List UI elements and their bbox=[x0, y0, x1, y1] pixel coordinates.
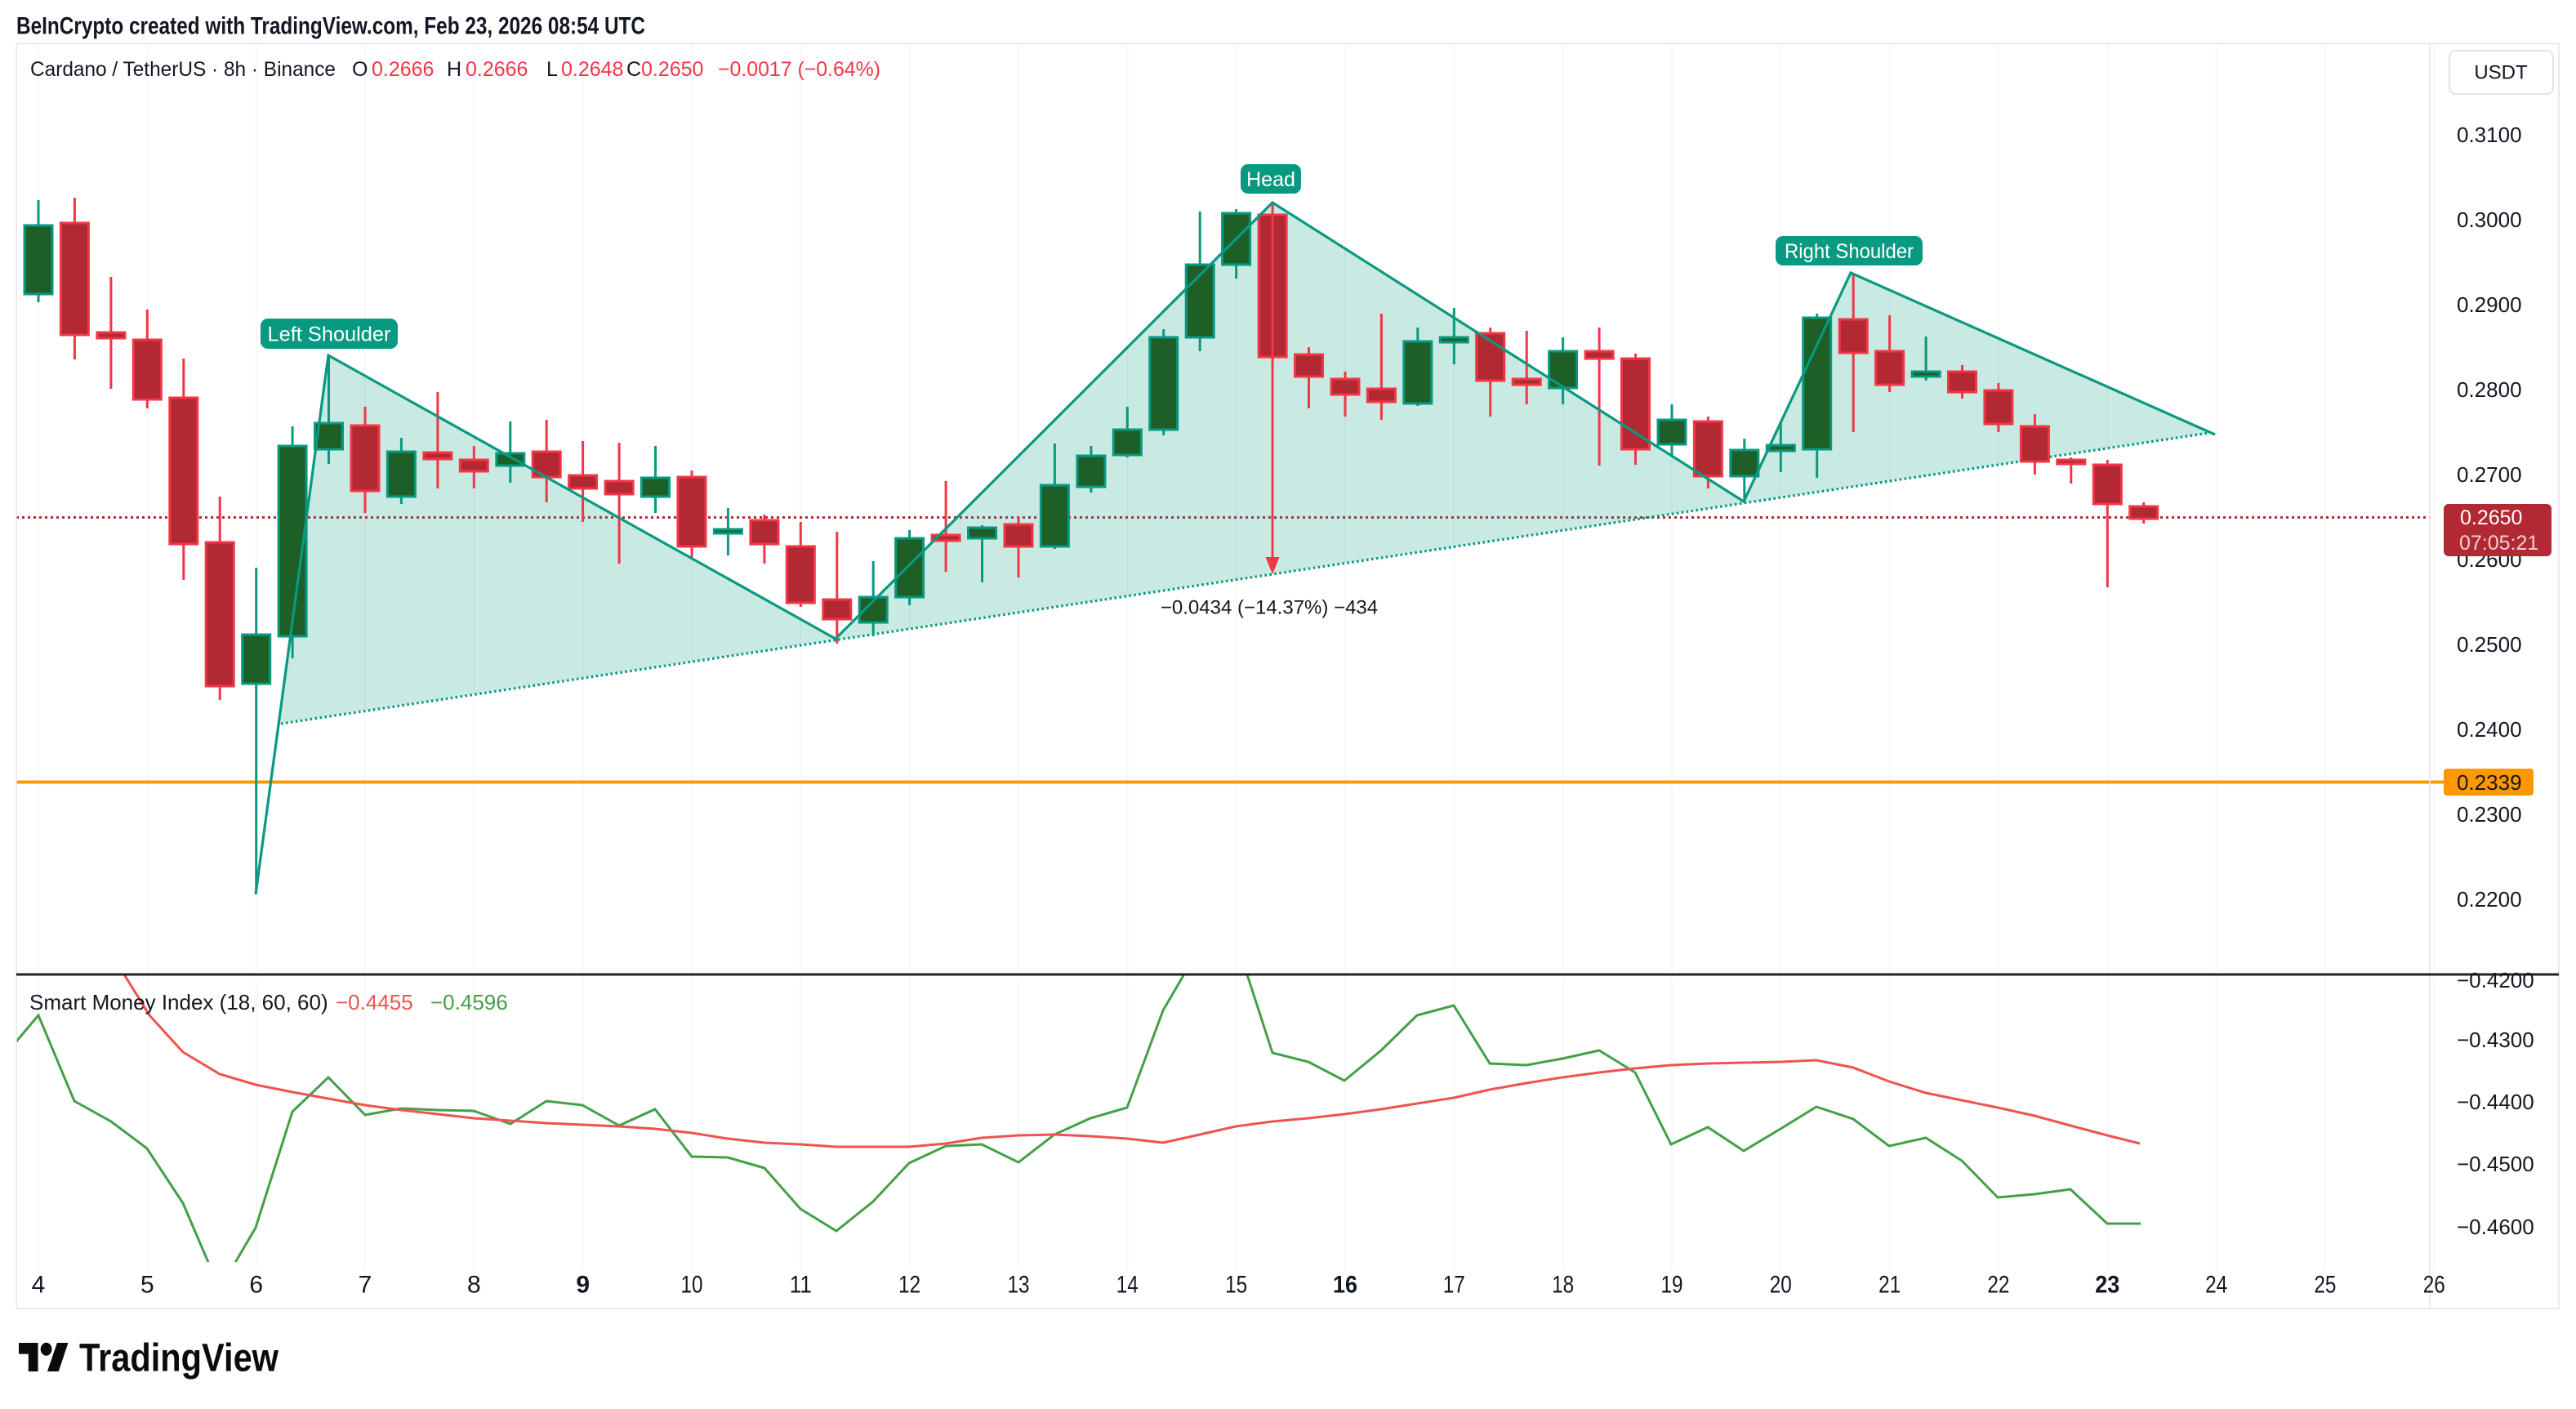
svg-text:18: 18 bbox=[1552, 1272, 1574, 1299]
svg-text:Right Shoulder: Right Shoulder bbox=[1785, 240, 1914, 263]
svg-text:0.2648: 0.2648 bbox=[561, 58, 623, 81]
svg-text:17: 17 bbox=[1443, 1272, 1465, 1299]
svg-text:16: 16 bbox=[1333, 1272, 1357, 1299]
svg-text:BeInCrypto created with Tradin: BeInCrypto created with TradingView.com,… bbox=[16, 13, 645, 40]
svg-text:Smart Money Index (18, 60, 60): Smart Money Index (18, 60, 60) bbox=[29, 990, 328, 1014]
svg-text:20: 20 bbox=[1770, 1272, 1792, 1299]
svg-text:−0.4455: −0.4455 bbox=[336, 990, 413, 1014]
svg-text:Head: Head bbox=[1246, 168, 1295, 191]
svg-text:H: H bbox=[447, 58, 461, 81]
svg-text:0.2500: 0.2500 bbox=[2457, 632, 2522, 657]
svg-text:25: 25 bbox=[2314, 1272, 2336, 1299]
svg-text:0.2650: 0.2650 bbox=[641, 58, 703, 81]
svg-text:USDT: USDT bbox=[2474, 62, 2528, 84]
svg-text:−0.0434 (−14.37%) −434: −0.0434 (−14.37%) −434 bbox=[1161, 597, 1378, 619]
svg-text:5: 5 bbox=[140, 1272, 154, 1299]
svg-text:−0.0017 (−0.64%): −0.0017 (−0.64%) bbox=[718, 58, 880, 81]
svg-text:0.2300: 0.2300 bbox=[2457, 802, 2522, 827]
svg-text:22: 22 bbox=[1987, 1272, 2009, 1299]
svg-text:0.3100: 0.3100 bbox=[2457, 123, 2522, 147]
svg-text:−0.4500: −0.4500 bbox=[2457, 1152, 2534, 1176]
svg-text:O: O bbox=[352, 58, 368, 81]
svg-text:11: 11 bbox=[790, 1272, 812, 1299]
svg-text:−0.4400: −0.4400 bbox=[2457, 1090, 2534, 1114]
svg-text:4: 4 bbox=[32, 1272, 46, 1299]
svg-text:−0.4200: −0.4200 bbox=[2457, 968, 2534, 992]
svg-text:7: 7 bbox=[359, 1272, 372, 1299]
svg-text:8: 8 bbox=[467, 1272, 481, 1299]
svg-text:14: 14 bbox=[1116, 1272, 1139, 1299]
svg-text:0.2400: 0.2400 bbox=[2457, 717, 2522, 742]
svg-text:21: 21 bbox=[1879, 1272, 1901, 1299]
svg-text:0.2200: 0.2200 bbox=[2457, 887, 2522, 912]
svg-text:C: C bbox=[626, 58, 641, 81]
svg-text:TradingView: TradingView bbox=[79, 1337, 279, 1380]
svg-text:Cardano / TetherUS · 8h · Bina: Cardano / TetherUS · 8h · Binance bbox=[30, 58, 336, 81]
svg-text:26: 26 bbox=[2423, 1272, 2445, 1299]
svg-text:9: 9 bbox=[576, 1272, 590, 1299]
svg-text:07:05:21: 07:05:21 bbox=[2459, 532, 2538, 555]
svg-text:L: L bbox=[546, 58, 558, 81]
svg-text:0.2666: 0.2666 bbox=[466, 58, 528, 81]
svg-text:−0.4600: −0.4600 bbox=[2457, 1215, 2534, 1239]
svg-text:23: 23 bbox=[2095, 1272, 2119, 1299]
svg-text:10: 10 bbox=[681, 1272, 703, 1299]
svg-text:15: 15 bbox=[1225, 1272, 1247, 1299]
svg-text:0.2666: 0.2666 bbox=[372, 58, 434, 81]
svg-text:−0.4300: −0.4300 bbox=[2457, 1028, 2534, 1052]
svg-text:19: 19 bbox=[1661, 1272, 1683, 1299]
svg-text:24: 24 bbox=[2205, 1272, 2227, 1299]
svg-text:Left Shoulder: Left Shoulder bbox=[268, 323, 391, 346]
svg-text:−0.4596: −0.4596 bbox=[430, 990, 508, 1014]
svg-text:0.2800: 0.2800 bbox=[2457, 377, 2522, 402]
svg-text:0.2650: 0.2650 bbox=[2460, 506, 2522, 529]
svg-text:13: 13 bbox=[1008, 1272, 1030, 1299]
svg-text:0.3000: 0.3000 bbox=[2457, 207, 2522, 232]
svg-text:0.2900: 0.2900 bbox=[2457, 292, 2522, 317]
svg-text:12: 12 bbox=[898, 1272, 920, 1299]
svg-text:6: 6 bbox=[249, 1272, 263, 1299]
svg-text:0.2339: 0.2339 bbox=[2457, 770, 2522, 795]
svg-text:0.2700: 0.2700 bbox=[2457, 462, 2522, 487]
